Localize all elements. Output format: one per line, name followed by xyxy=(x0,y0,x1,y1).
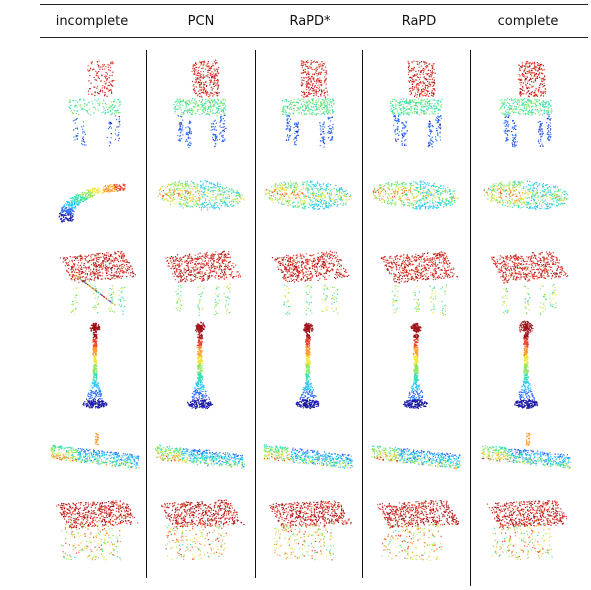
column-header-rapd-star: RaPD* xyxy=(289,14,331,29)
table-pointcloud-3 xyxy=(271,250,350,316)
table-pointcloud-5 xyxy=(491,251,569,316)
column-divider-3 xyxy=(362,50,363,578)
lamp-pointcloud-5 xyxy=(514,320,539,409)
chair-pointcloud-2 xyxy=(173,59,227,148)
lamp-pointcloud-2 xyxy=(186,321,214,410)
chair-pointcloud-1 xyxy=(68,60,121,147)
chair-pointcloud-5 xyxy=(498,60,553,148)
lamp-pointcloud-4 xyxy=(402,322,428,409)
lamp-pointcloud-1 xyxy=(82,322,108,409)
car-pointcloud-3 xyxy=(264,180,352,210)
car-pointcloud-4 xyxy=(372,180,459,210)
chair-pointcloud-3 xyxy=(281,59,335,148)
table-pointcloud-4 xyxy=(380,251,458,316)
table-pointcloud-1 xyxy=(59,250,136,315)
column-header-incomplete: incomplete xyxy=(55,14,129,29)
top-rule xyxy=(40,4,588,5)
desk-pointcloud-1 xyxy=(56,500,139,561)
column-divider-1 xyxy=(146,50,147,578)
chair-pointcloud-4 xyxy=(389,60,443,148)
vessel-pointcloud-4 xyxy=(371,445,461,470)
column-header-rapd: RaPD xyxy=(401,14,437,29)
header-rule xyxy=(40,37,588,38)
vessel-pointcloud-2 xyxy=(154,444,245,469)
desk-pointcloud-3 xyxy=(269,500,352,561)
car-pointcloud-5 xyxy=(483,180,569,211)
table-pointcloud-2 xyxy=(165,250,242,316)
vessel-pointcloud-5 xyxy=(481,432,572,470)
column-divider-4 xyxy=(470,50,471,586)
column-header-pcn: PCN xyxy=(187,14,215,29)
car-pointcloud-2 xyxy=(157,179,245,211)
column-header-complete: complete xyxy=(497,14,559,29)
desk-pointcloud-2 xyxy=(161,499,245,561)
vessel-pointcloud-1 xyxy=(50,432,140,469)
column-divider-2 xyxy=(255,50,256,578)
desk-pointcloud-4 xyxy=(377,499,460,561)
car-pointcloud-1 xyxy=(58,183,126,223)
vessel-pointcloud-3 xyxy=(263,444,354,469)
desk-pointcloud-5 xyxy=(486,500,568,561)
lamp-pointcloud-3 xyxy=(295,322,320,410)
